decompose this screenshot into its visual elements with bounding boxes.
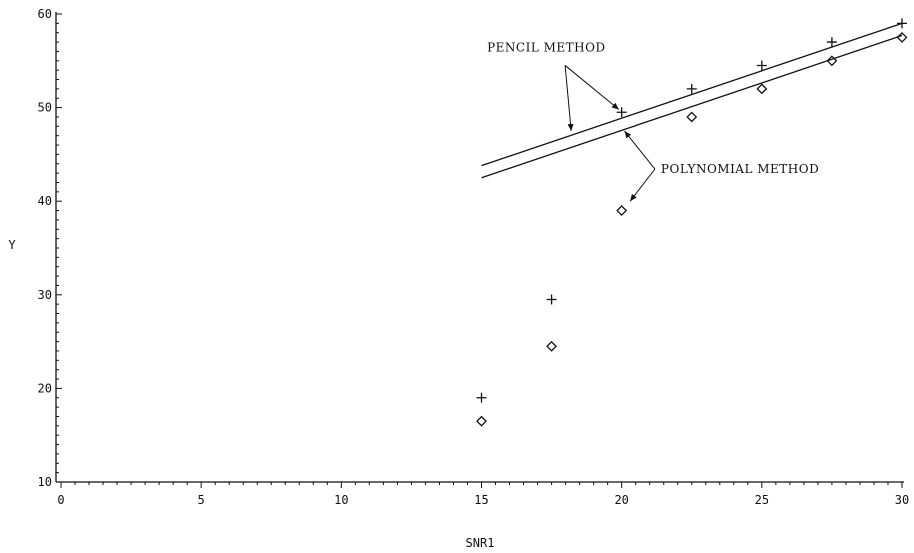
y-axis-title: Y	[8, 238, 16, 252]
data-points	[476, 18, 908, 427]
y-tick-label: 20	[38, 381, 52, 395]
annotation-arrow	[564, 65, 574, 132]
pencil-method-label: PENCIL METHOD	[487, 40, 606, 54]
diamond-point	[756, 83, 768, 95]
plus-point	[686, 83, 697, 94]
x-tick-label: 0	[57, 493, 64, 507]
x-axis-title: SNR1	[466, 536, 495, 550]
plus-point	[756, 60, 767, 71]
annotation-arrow	[624, 130, 656, 170]
x-tick-label: 30	[895, 493, 909, 507]
polynomial-method-label: POLYNOMIAL METHOD	[661, 162, 819, 176]
x-tick-label: 10	[334, 493, 348, 507]
plus-point	[897, 18, 907, 29]
x-tick-label: 15	[474, 493, 488, 507]
annotation-arrow	[629, 168, 656, 202]
y-tick-label: 10	[38, 475, 52, 489]
diamond-point	[546, 340, 558, 352]
axes	[55, 12, 904, 483]
diamond-point	[686, 111, 698, 123]
plus-point	[616, 107, 627, 118]
x-tick-label: 25	[755, 493, 769, 507]
annotations: PENCIL METHOD POLYNOMIAL METHOD	[487, 40, 819, 202]
plus-point	[826, 37, 837, 48]
y-tick-label: 30	[38, 288, 52, 302]
fit-line-2	[481, 34, 903, 179]
x-tick-label: 20	[614, 493, 628, 507]
diamond-point	[896, 31, 908, 43]
annotation-arrow	[564, 65, 620, 110]
y-tick-label: 40	[38, 194, 52, 208]
diamond-point	[476, 415, 487, 427]
diamond-point	[826, 55, 838, 67]
ticks: 10 20 30 40 50 60 0 5 10 15 20 25 30	[38, 7, 910, 507]
x-tick-label: 5	[198, 493, 205, 507]
diamond-point	[616, 205, 628, 216]
y-tick-label: 50	[38, 101, 52, 115]
y-tick-label: 60	[38, 7, 52, 21]
plus-point	[476, 392, 487, 403]
plus-point	[546, 294, 557, 305]
